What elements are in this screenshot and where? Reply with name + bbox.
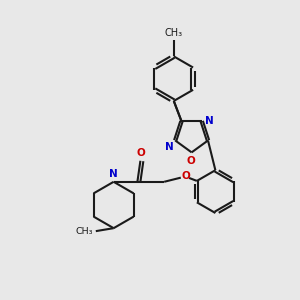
Text: O: O [187, 156, 195, 166]
Text: N: N [109, 169, 117, 179]
Text: N: N [165, 142, 174, 152]
Text: O: O [181, 172, 190, 182]
Text: O: O [137, 148, 146, 158]
Text: CH₃: CH₃ [165, 28, 183, 38]
Text: N: N [205, 116, 214, 126]
Text: CH₃: CH₃ [76, 226, 93, 236]
